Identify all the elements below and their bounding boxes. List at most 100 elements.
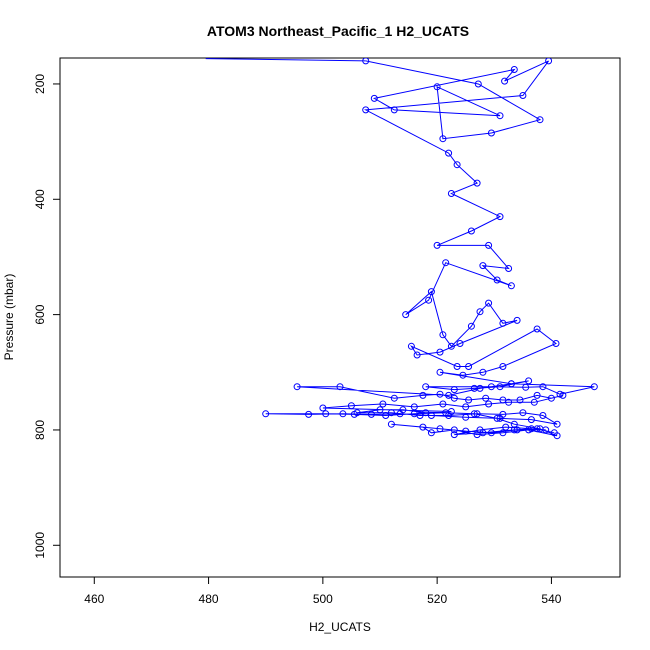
y-tick-label: 1000 (33, 532, 47, 559)
data-point (479, 429, 487, 437)
data-point (450, 431, 458, 439)
data-point (422, 383, 430, 391)
data-point (547, 394, 555, 402)
data-point (496, 213, 504, 221)
data-point (476, 384, 484, 392)
data-point (456, 340, 464, 347)
data-point (445, 149, 453, 157)
data-point (336, 383, 344, 391)
data-point (462, 403, 470, 411)
data-point (362, 58, 370, 65)
x-tick-label: 540 (541, 592, 561, 606)
data-point (493, 414, 501, 422)
data-point (450, 426, 458, 434)
data-point (439, 135, 447, 143)
data-point (436, 425, 444, 433)
data-point (442, 409, 450, 417)
series-group (205, 58, 598, 440)
data-point (382, 412, 390, 419)
data-point (462, 413, 470, 421)
data-point (462, 427, 470, 435)
data-point (513, 316, 521, 324)
data-point (445, 391, 453, 399)
data-point (513, 426, 521, 434)
data-point (453, 363, 461, 370)
data-point (319, 404, 327, 412)
data-point (482, 394, 490, 402)
data-point (479, 262, 487, 270)
data-point (450, 394, 458, 402)
data-point (527, 416, 535, 424)
data-point (419, 423, 427, 431)
data-point (390, 106, 398, 114)
data-point (505, 398, 513, 406)
data-point (427, 412, 435, 419)
data-point (533, 391, 541, 399)
data-point (419, 391, 427, 399)
series-line-segment (205, 58, 366, 62)
data-point (545, 58, 553, 65)
plot-frame (59, 57, 621, 578)
data-point (453, 161, 461, 169)
data-point (590, 383, 598, 391)
data-point (525, 377, 533, 385)
data-point (436, 348, 444, 356)
data-point (465, 396, 473, 404)
data-point (496, 383, 504, 391)
data-point (533, 325, 541, 333)
y-tick-label: 800 (33, 420, 47, 440)
data-point (507, 380, 515, 388)
data-point (550, 429, 558, 437)
data-point (450, 386, 458, 394)
data-point (422, 409, 430, 417)
data-point (390, 394, 398, 402)
data-point (470, 410, 478, 418)
data-point (436, 368, 444, 376)
data-point (467, 322, 475, 330)
data-point (465, 363, 473, 370)
data-point (447, 190, 455, 197)
data-point (396, 410, 404, 418)
data-point (507, 282, 515, 290)
data-point (387, 420, 395, 428)
data-point (433, 83, 441, 91)
y-tick-label: 400 (33, 189, 47, 209)
data-point (519, 409, 527, 417)
data-point (322, 410, 330, 418)
x-tick-label: 460 (84, 592, 104, 606)
data-point (539, 383, 547, 391)
data-point (293, 383, 301, 391)
data-point (499, 363, 507, 370)
x-axis: 460 480 500 520 540 (84, 577, 562, 606)
data-point (410, 410, 418, 418)
data-point (339, 410, 347, 418)
data-point (439, 331, 447, 339)
data-point (436, 390, 444, 398)
x-axis-label: H2_UCATS (309, 620, 371, 634)
data-point (467, 227, 475, 235)
data-point (530, 398, 538, 406)
data-point (496, 112, 504, 120)
data-point (376, 406, 384, 414)
plot-area (205, 58, 598, 440)
data-point (487, 129, 495, 137)
y-tick-label: 200 (33, 74, 47, 94)
data-point (502, 423, 510, 431)
data-point (485, 299, 493, 307)
y-tick-label: 600 (33, 304, 47, 324)
data-point (347, 402, 355, 410)
data-point (519, 92, 527, 99)
data-point (499, 396, 507, 404)
data-point (485, 241, 493, 249)
data-point (350, 410, 358, 418)
data-point (370, 94, 378, 102)
y-axis: 200 400 600 800 1000 (33, 74, 60, 559)
data-point (474, 80, 482, 88)
data-point (559, 391, 567, 399)
data-point (487, 383, 495, 391)
data-point (305, 410, 313, 418)
data-point (533, 425, 541, 433)
data-point (493, 276, 501, 284)
data-point (499, 429, 507, 437)
data-point (536, 116, 544, 124)
